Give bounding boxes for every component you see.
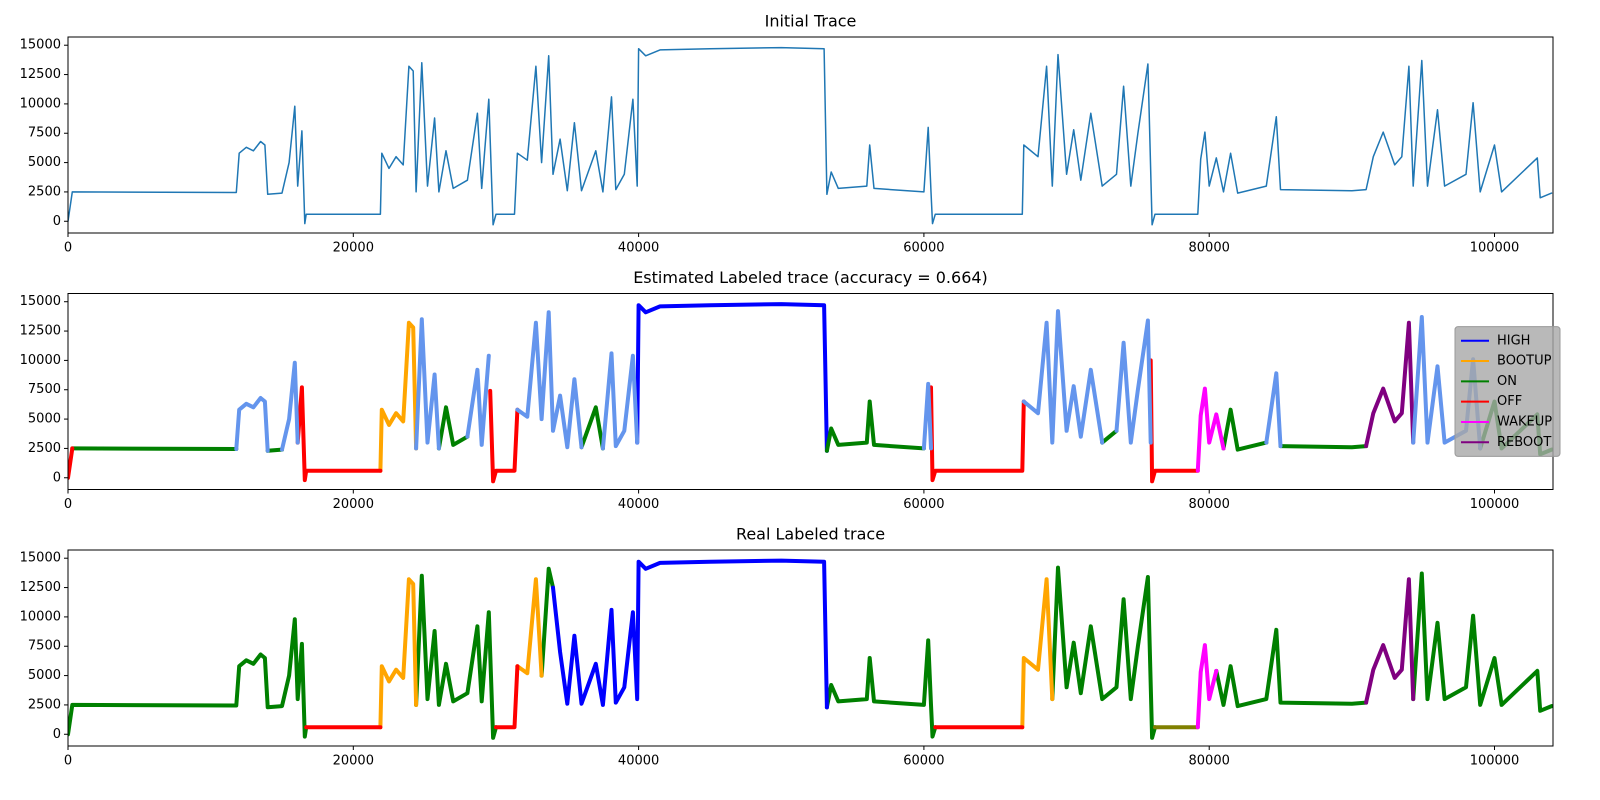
axes-frame bbox=[67, 36, 1554, 234]
series-line bbox=[234, 309, 1483, 453]
x-tick-label: 0 bbox=[64, 241, 72, 256]
chart-title: Real Labeled trace bbox=[736, 525, 885, 544]
series-line bbox=[1364, 320, 1416, 449]
series-line bbox=[304, 664, 1025, 730]
legend-label: REBOOT bbox=[1497, 435, 1551, 450]
legend-box bbox=[1454, 326, 1561, 457]
y-tick-label: 0 bbox=[53, 214, 61, 229]
series-line bbox=[1364, 577, 1416, 705]
x-tick-label: 80000 bbox=[1189, 497, 1230, 512]
x-tick-label: 60000 bbox=[903, 241, 944, 256]
y-tick-label: 7500 bbox=[28, 126, 61, 141]
series-line bbox=[1195, 386, 1226, 473]
series-line bbox=[551, 558, 829, 710]
y-tick-label: 15000 bbox=[20, 38, 61, 53]
y-tick-label: 7500 bbox=[28, 639, 61, 654]
y-tick-label: 15000 bbox=[20, 294, 61, 309]
y-tick-label: 0 bbox=[53, 470, 61, 485]
legend-label: OFF bbox=[1497, 394, 1522, 409]
series-line bbox=[378, 577, 1055, 730]
plot-area bbox=[68, 558, 1553, 740]
x-tick-label: 20000 bbox=[333, 497, 374, 512]
x-tick-label: 80000 bbox=[1189, 241, 1230, 256]
series-line bbox=[68, 358, 1200, 484]
x-tick-label: 40000 bbox=[618, 497, 659, 512]
y-tick-label: 10000 bbox=[20, 609, 61, 624]
chart-title: Initial Trace bbox=[765, 12, 857, 31]
x-tick-label: 40000 bbox=[618, 754, 659, 769]
x-tick-label: 40000 bbox=[618, 241, 659, 256]
legend-label: ON bbox=[1497, 374, 1517, 389]
series-line bbox=[1195, 643, 1219, 730]
chart-title: Estimated Labeled trace (accuracy = 0.66… bbox=[633, 268, 988, 287]
y-tick-label: 12500 bbox=[20, 67, 61, 82]
x-tick-label: 0 bbox=[64, 497, 72, 512]
y-tick-label: 12500 bbox=[20, 580, 61, 595]
y-tick-label: 10000 bbox=[20, 353, 61, 368]
legend-label: WAKEUP bbox=[1497, 414, 1552, 429]
y-tick-label: 12500 bbox=[20, 324, 61, 339]
y-tick-label: 5000 bbox=[28, 155, 61, 170]
series-line bbox=[68, 46, 1553, 226]
x-tick-label: 100000 bbox=[1470, 754, 1520, 769]
series-line bbox=[378, 320, 419, 473]
y-tick-label: 10000 bbox=[20, 96, 61, 111]
y-tick-label: 2500 bbox=[28, 697, 61, 712]
x-tick-label: 100000 bbox=[1470, 497, 1520, 512]
axes-frame bbox=[67, 549, 1554, 747]
y-tick-label: 15000 bbox=[20, 551, 61, 566]
x-tick-label: 80000 bbox=[1189, 754, 1230, 769]
plot-area bbox=[68, 302, 1553, 484]
y-tick-label: 0 bbox=[53, 727, 61, 742]
x-tick-label: 0 bbox=[64, 754, 72, 769]
plot-area bbox=[68, 46, 1553, 226]
y-tick-label: 2500 bbox=[28, 184, 61, 199]
y-tick-label: 7500 bbox=[28, 382, 61, 397]
series-line bbox=[68, 565, 1553, 740]
series-line bbox=[635, 302, 829, 453]
x-tick-label: 20000 bbox=[333, 754, 374, 769]
legend-label: BOOTUP bbox=[1497, 354, 1552, 369]
legend-label: HIGH bbox=[1497, 333, 1530, 348]
x-tick-label: 60000 bbox=[903, 754, 944, 769]
x-tick-label: 100000 bbox=[1470, 241, 1520, 256]
x-tick-label: 60000 bbox=[903, 497, 944, 512]
y-tick-label: 2500 bbox=[28, 441, 61, 456]
x-tick-label: 20000 bbox=[333, 241, 374, 256]
series-line bbox=[70, 399, 1553, 457]
y-tick-label: 5000 bbox=[28, 668, 61, 683]
y-tick-label: 5000 bbox=[28, 412, 61, 427]
